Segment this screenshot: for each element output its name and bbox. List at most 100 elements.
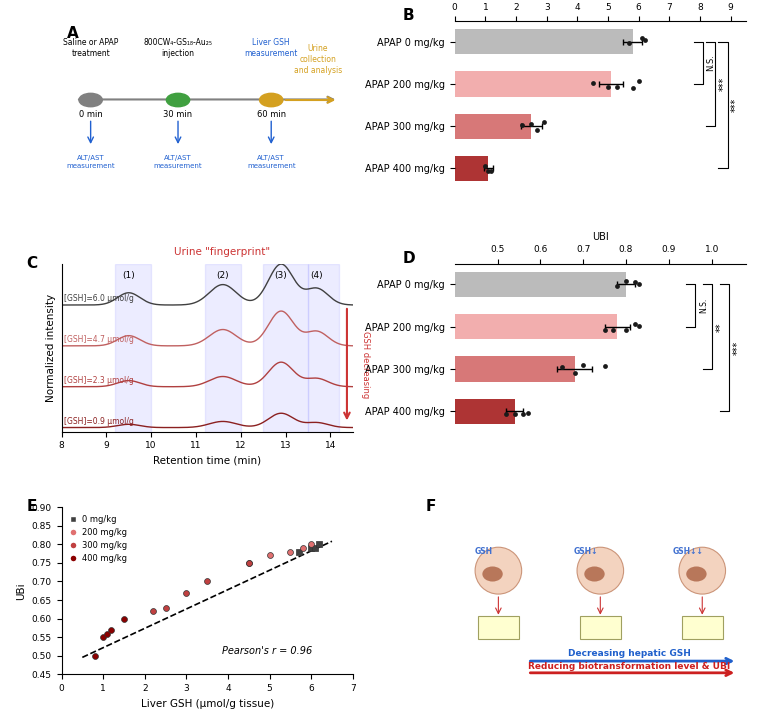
- Point: [102, 628, 114, 639]
- Point: [201, 576, 213, 587]
- Text: 800CW₄-GS₁₈-Au₂₅
injection: 800CW₄-GS₁₈-Au₂₅ injection: [144, 38, 212, 58]
- Text: GSH decreasing: GSH decreasing: [361, 331, 371, 398]
- Bar: [454, 356, 574, 382]
- Point: [577, 359, 589, 371]
- Point: [242, 557, 255, 569]
- Text: GSH↓↓: GSH↓↓: [672, 547, 703, 556]
- FancyBboxPatch shape: [682, 616, 723, 639]
- X-axis label: UBI: UBI: [592, 232, 609, 242]
- Ellipse shape: [679, 547, 725, 594]
- Text: F: F: [425, 498, 436, 513]
- Circle shape: [260, 93, 283, 106]
- Point: [159, 602, 171, 613]
- Point: [611, 280, 624, 291]
- Point: [633, 320, 645, 332]
- Text: D: D: [402, 251, 415, 266]
- Text: Urine
collection
and analysis: Urine collection and analysis: [294, 44, 342, 75]
- Point: [628, 318, 641, 329]
- Point: [568, 367, 581, 378]
- Ellipse shape: [686, 567, 707, 581]
- Point: [633, 278, 645, 289]
- Bar: [454, 71, 611, 97]
- Point: [309, 542, 321, 554]
- Text: B: B: [402, 8, 414, 23]
- Point: [628, 277, 641, 288]
- X-axis label: Retention time (min): Retention time (min): [153, 456, 261, 466]
- Text: ALT/AST
measurement: ALT/AST measurement: [66, 155, 115, 169]
- Text: (3): (3): [275, 271, 288, 280]
- Legend: 0 mg/kg, 200 mg/kg, 300 mg/kg, 400 mg/kg: 0 mg/kg, 200 mg/kg, 300 mg/kg, 400 mg/kg: [65, 511, 130, 567]
- Text: [GSH]=2.3 μmol/g: [GSH]=2.3 μmol/g: [64, 376, 134, 385]
- Text: GSH: GSH: [474, 547, 493, 556]
- Point: [517, 408, 529, 420]
- Point: [147, 606, 159, 617]
- Ellipse shape: [584, 567, 604, 581]
- Text: 60 min: 60 min: [257, 110, 286, 119]
- Text: 30 min: 30 min: [164, 110, 192, 119]
- Text: E: E: [27, 498, 37, 513]
- X-axis label: Liver GSH (μmol/g tissue): Liver GSH (μmol/g tissue): [141, 699, 274, 709]
- Text: C: C: [27, 256, 38, 271]
- Bar: [454, 155, 488, 181]
- Text: N.S.: N.S.: [706, 54, 715, 71]
- Text: Liver GSH
measurement: Liver GSH measurement: [245, 38, 298, 58]
- Point: [607, 324, 619, 335]
- Bar: [205, 264, 241, 432]
- Text: ***: ***: [731, 98, 741, 112]
- Text: ***: ***: [733, 341, 743, 355]
- Circle shape: [79, 93, 102, 106]
- Text: [GSH]=4.7 μmol/g: [GSH]=4.7 μmol/g: [64, 335, 134, 344]
- Text: Urine "fingerprint": Urine "fingerprint": [174, 248, 270, 258]
- FancyBboxPatch shape: [478, 616, 519, 639]
- Text: [GSH]=6.0 μmol/g: [GSH]=6.0 μmol/g: [64, 294, 134, 303]
- Text: (4): (4): [311, 271, 323, 280]
- Point: [531, 124, 544, 136]
- Point: [97, 632, 109, 643]
- Y-axis label: UBi: UBi: [16, 582, 26, 599]
- Text: [GSH]=0.9 μmol/g: [GSH]=0.9 μmol/g: [64, 417, 134, 425]
- Bar: [263, 264, 308, 432]
- Text: Decreasing hepatic GSH: Decreasing hepatic GSH: [568, 649, 691, 657]
- Point: [500, 408, 512, 420]
- Text: 0 min: 0 min: [78, 110, 102, 119]
- Point: [632, 75, 644, 87]
- Bar: [115, 264, 151, 432]
- Text: GSH↓: GSH↓: [574, 547, 598, 556]
- Point: [620, 275, 632, 286]
- Point: [635, 32, 647, 43]
- Text: (1): (1): [122, 271, 135, 280]
- Point: [485, 165, 498, 177]
- Point: [626, 82, 638, 93]
- Point: [598, 361, 611, 372]
- Point: [556, 361, 568, 373]
- Text: Saline or APAP
treatment: Saline or APAP treatment: [63, 38, 118, 58]
- FancyBboxPatch shape: [580, 616, 621, 639]
- Text: ***: ***: [718, 77, 728, 91]
- Text: ALT/AST
measurement: ALT/AST measurement: [247, 155, 295, 169]
- Point: [508, 408, 521, 420]
- Text: (2): (2): [217, 271, 229, 280]
- Point: [297, 542, 309, 554]
- Point: [105, 624, 118, 635]
- Point: [482, 165, 494, 177]
- Point: [313, 539, 325, 550]
- Point: [521, 408, 534, 419]
- Point: [479, 160, 491, 171]
- Bar: [308, 264, 339, 432]
- Point: [525, 119, 538, 130]
- Ellipse shape: [577, 547, 624, 594]
- Point: [587, 77, 599, 89]
- Point: [611, 81, 624, 92]
- Point: [516, 120, 528, 131]
- Text: Pearson's r = 0.96: Pearson's r = 0.96: [221, 646, 312, 657]
- Bar: [454, 114, 531, 139]
- Point: [88, 650, 101, 662]
- Point: [292, 546, 305, 557]
- Text: Reducing biotransformation level & UBI: Reducing biotransformation level & UBI: [528, 662, 731, 671]
- Point: [620, 324, 632, 336]
- Point: [118, 613, 130, 624]
- Point: [305, 542, 318, 554]
- Point: [624, 37, 636, 48]
- Ellipse shape: [475, 547, 521, 594]
- Point: [538, 116, 550, 128]
